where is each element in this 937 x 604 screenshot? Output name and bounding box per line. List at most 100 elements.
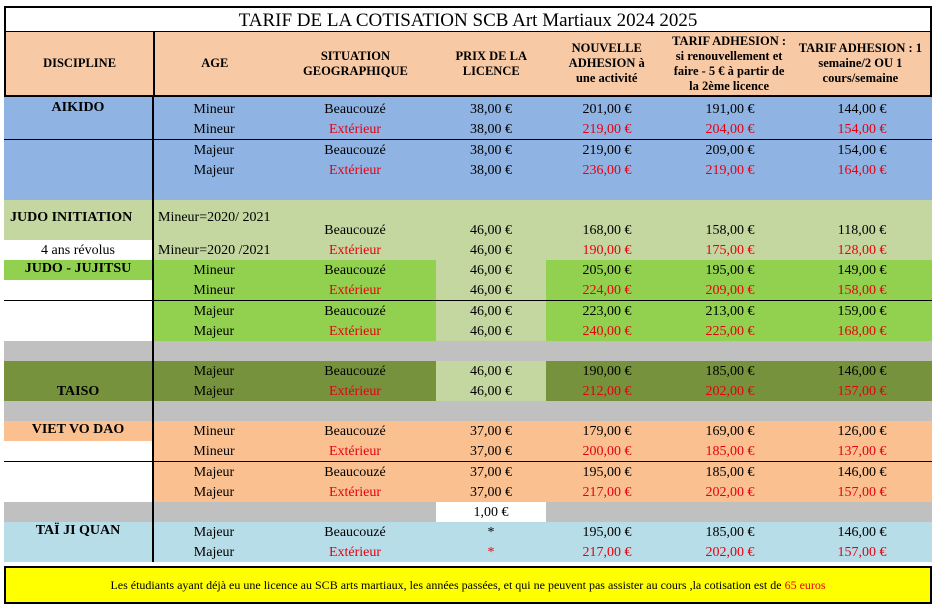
header-discipline: DISCIPLINE <box>6 32 156 95</box>
age-cell <box>154 341 274 361</box>
age-cell: Mineur <box>154 260 274 280</box>
nouvelle-cell: 236,00 € <box>546 160 668 180</box>
semaine-cell: 118,00 € <box>792 200 932 240</box>
licence-cell: 38,00 € <box>436 160 546 180</box>
discipline-cell <box>4 462 154 482</box>
semaine-cell <box>792 401 932 421</box>
situation-cell <box>274 341 436 361</box>
renouv-cell: 213,00 € <box>668 301 792 321</box>
nouvelle-cell: 195,00 € <box>546 462 668 482</box>
table-row: 4 ans révolus Mineur=2020 /2021 Extérieur 4… <box>4 240 932 260</box>
situation-cell: Extérieur <box>274 160 436 180</box>
semaine-cell: 149,00 € <box>792 260 932 280</box>
nouvelle-cell: 219,00 € <box>546 140 668 160</box>
table-row: AIKIDO Mineur Beaucouzé 38,00 €201,00 €191,… <box>4 99 932 119</box>
age-cell: Majeur <box>154 482 274 502</box>
age-cell <box>154 502 274 522</box>
nouvelle-cell: 168,00 € <box>546 200 668 240</box>
licence-cell: 46,00 € <box>436 200 546 240</box>
footer-amount: 65 euros <box>784 577 826 592</box>
semaine-cell: 144,00 € <box>792 99 932 119</box>
situation-cell: Extérieur <box>274 321 436 341</box>
header-nouvelle-adhesion: NOUVELLE ADHESION à une activité <box>568 41 645 85</box>
licence-cell: 37,00 € <box>436 421 546 441</box>
table-row: JUDO INITIATION Mineur=2020/ 2021 Beaucouz… <box>4 200 932 240</box>
table-row: Majeur Extérieur 37,00 €217,00 €202,00 €15… <box>4 482 932 502</box>
discipline-cell: JUDO INITIATION <box>4 200 154 240</box>
nouvelle-cell <box>546 97 668 99</box>
licence-cell: 46,00 € <box>436 301 546 321</box>
discipline-cell: JUDO - JUJITSU <box>4 260 154 280</box>
age-cell: Mineur <box>154 421 274 441</box>
table-header: DISCIPLINE AGE SITUATION GEOGRAPHIQUE PR… <box>4 31 932 97</box>
situation-cell <box>274 401 436 421</box>
discipline-cell: TAÏ JI QUAN <box>4 522 154 542</box>
age-cell: Majeur <box>154 381 274 401</box>
nouvelle-cell <box>546 180 668 200</box>
age-cell: Mineur=2020/ 2021 <box>154 200 274 240</box>
licence-cell: 38,00 € <box>436 119 546 139</box>
table-row: Majeur Beaucouzé 37,00 €195,00 €185,00 €14… <box>4 461 932 482</box>
licence-cell: 37,00 € <box>436 441 546 461</box>
renouv-cell: 202,00 € <box>668 381 792 401</box>
semaine-cell <box>792 502 932 522</box>
header-prix-licence: PRIX DE LA LICENCE <box>455 48 527 78</box>
discipline-cell: AIKIDO <box>4 99 154 119</box>
renouv-cell: 219,00 € <box>668 160 792 180</box>
semaine-cell <box>792 97 932 99</box>
header-semaine: TARIF ADHESION : 1 semaine/2 OU 1 cours/… <box>798 41 923 85</box>
discipline-cell <box>4 180 154 200</box>
age-cell: Mineur <box>154 280 274 300</box>
situation-cell: Extérieur <box>274 240 436 260</box>
situation-cell: Beaucouzé <box>274 462 436 482</box>
tarif-sheet: TARIF DE LA COTISATION SCB Art Martiaux … <box>4 6 932 604</box>
licence-cell: 46,00 € <box>436 321 546 341</box>
renouv-cell: 175,00 € <box>668 240 792 260</box>
age-cell: Majeur <box>154 462 274 482</box>
licence-cell <box>436 401 546 421</box>
semaine-cell: 154,00 € <box>792 119 932 139</box>
sheet-title: TARIF DE LA COTISATION SCB Art Martiaux … <box>4 6 932 31</box>
situation-cell: Beaucouzé <box>274 260 436 280</box>
situation-cell: Extérieur <box>274 381 436 401</box>
discipline-cell <box>4 341 154 361</box>
discipline-cell <box>4 301 154 321</box>
nouvelle-cell: 224,00 € <box>546 280 668 300</box>
licence-cell: 46,00 € <box>436 381 546 401</box>
discipline-cell <box>4 97 154 99</box>
semaine-cell: 164,00 € <box>792 160 932 180</box>
discipline-cell: VIET VO DAO <box>4 421 154 441</box>
semaine-cell: 154,00 € <box>792 140 932 160</box>
table-row: 1,00 € <box>4 502 932 522</box>
nouvelle-cell: 200,00 € <box>546 441 668 461</box>
renouv-cell: 225,00 € <box>668 321 792 341</box>
discipline-cell <box>4 140 154 160</box>
situation-cell: Beaucouzé <box>274 301 436 321</box>
licence-cell: 37,00 € <box>436 482 546 502</box>
nouvelle-cell <box>546 341 668 361</box>
situation-cell: Beaucouzé <box>274 99 436 119</box>
nouvelle-cell <box>546 401 668 421</box>
semaine-cell: 158,00 € <box>792 280 932 300</box>
age-cell: Mineur=2020 /2021 <box>154 240 274 260</box>
situation-cell: Beaucouzé <box>274 200 436 240</box>
licence-cell: 1,00 € <box>436 502 546 522</box>
semaine-cell: 159,00 € <box>792 301 932 321</box>
renouv-cell: 209,00 € <box>668 140 792 160</box>
renouv-cell: 209,00 € <box>668 280 792 300</box>
header-renouvellement: TARIF ADHESION : si renouvellement et fa… <box>672 33 787 93</box>
licence-cell: 38,00 € <box>436 140 546 160</box>
tarif-table-body: AIKIDO Mineur Beaucouzé 38,00 €201,00 €191,… <box>4 97 932 562</box>
semaine-cell: 146,00 € <box>792 522 932 542</box>
age-cell: Mineur <box>154 99 274 119</box>
table-row: TAISO Majeur Extérieur 46,00 €212,00 €202,0… <box>4 381 932 401</box>
semaine-cell: 137,00 € <box>792 441 932 461</box>
renouv-cell <box>668 180 792 200</box>
footer-note: Les étudiants ayant déjà eu une licence … <box>4 566 932 604</box>
renouv-cell: 158,00 € <box>668 200 792 240</box>
renouv-cell: 185,00 € <box>668 522 792 542</box>
renouv-cell: 202,00 € <box>668 542 792 562</box>
licence-cell: 38,00 € <box>436 99 546 119</box>
age-cell: Majeur <box>154 321 274 341</box>
nouvelle-cell: 217,00 € <box>546 542 668 562</box>
